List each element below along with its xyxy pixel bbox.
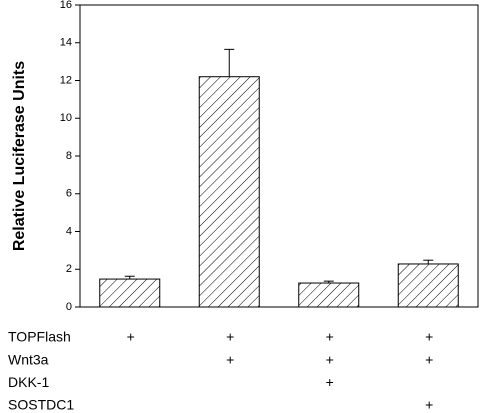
condition-mark: +	[326, 374, 334, 390]
condition-mark: +	[326, 329, 334, 345]
y-axis-label: Relative Luciferase Units	[11, 61, 28, 251]
bar	[198, 76, 260, 308]
plot-frame	[79, 4, 479, 308]
bar	[397, 263, 459, 308]
condition-label: Wnt3a	[8, 351, 49, 367]
y-tick-label: 10	[60, 112, 72, 124]
condition-mark: +	[226, 351, 234, 367]
y-tick-label: 2	[66, 263, 72, 275]
condition-mark: +	[226, 329, 234, 345]
condition-label: SOSTDC1	[8, 397, 74, 413]
y-tick-label: 0	[66, 301, 72, 313]
y-tick-label: 12	[60, 74, 72, 86]
condition-mark: +	[425, 351, 433, 367]
y-tick-label: 8	[66, 150, 72, 162]
y-tick-label: 16	[60, 0, 72, 11]
y-tick-label: 4	[66, 225, 72, 237]
y-tick-label: 14	[60, 37, 72, 49]
condition-mark: +	[326, 351, 334, 367]
condition-label: TOPFlash	[8, 329, 71, 345]
condition-mark: +	[425, 329, 433, 345]
bar	[298, 282, 360, 308]
condition-mark: +	[127, 329, 135, 345]
y-tick-label: 6	[66, 188, 72, 200]
condition-mark: +	[425, 397, 433, 413]
condition-label: DKK-1	[8, 374, 49, 390]
bar	[99, 278, 161, 308]
